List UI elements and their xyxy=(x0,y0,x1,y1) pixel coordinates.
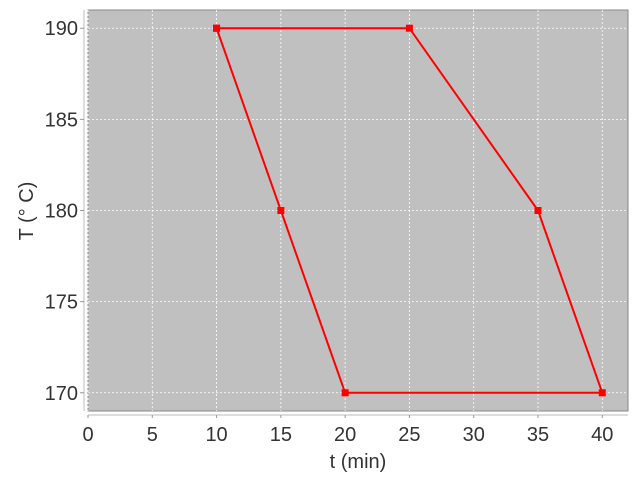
x-tick-label: 5 xyxy=(147,424,158,446)
y-axis-label: T (° C) xyxy=(16,182,38,241)
y-tick-label: 190 xyxy=(45,18,78,40)
data-point-marker xyxy=(341,389,349,397)
axes: 0 5 10 15 20 25 30 35 40 170 175 180 185 190 xyxy=(45,10,628,446)
x-tick-label: 40 xyxy=(591,424,613,446)
data-point-marker xyxy=(405,24,413,32)
x-tick-label: 15 xyxy=(270,424,292,446)
x-tick-label: 30 xyxy=(463,424,485,446)
x-axis-label: t (min) xyxy=(330,451,387,473)
y-tick-label: 170 xyxy=(45,383,78,405)
y-tick-label: 175 xyxy=(45,292,78,314)
data-point-marker xyxy=(598,389,606,397)
data-point-marker xyxy=(213,24,221,32)
series xyxy=(213,24,606,397)
x-tick-label: 0 xyxy=(82,424,93,446)
data-point-marker xyxy=(534,207,542,214)
x-tick-label: 25 xyxy=(398,424,420,446)
x-tick-label: 35 xyxy=(527,424,549,446)
y-tick-label: 180 xyxy=(45,201,78,223)
data-point-marker xyxy=(277,207,285,214)
x-tick-label: 10 xyxy=(205,424,227,446)
x-tick-label: 20 xyxy=(334,424,356,446)
y-tick-label: 185 xyxy=(45,109,78,131)
